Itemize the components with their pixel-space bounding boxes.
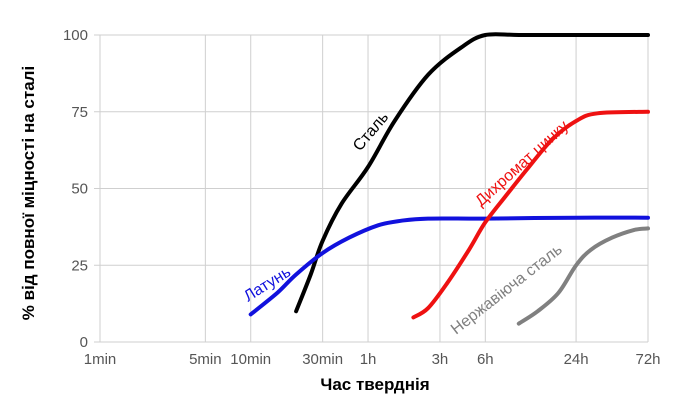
x-tick-label: 30min <box>302 351 343 368</box>
x-tick-label: 6h <box>477 351 494 368</box>
tick-labels: 1min 5min 10min 30min 1h 3h 6h 24h 72h 0 25 50 75 100 <box>63 27 661 368</box>
y-tick-label: 25 <box>71 257 88 274</box>
series-line-2 <box>411 109 650 320</box>
series-line-3 <box>516 226 650 326</box>
x-tick-label: 24h <box>564 351 589 368</box>
x-tick-label: 72h <box>635 351 660 368</box>
grid <box>94 34 649 343</box>
x-tick-label: 5min <box>189 351 222 368</box>
series-lines <box>248 32 650 326</box>
x-axis-title: Час тверднія <box>320 375 429 394</box>
y-tick-label: 75 <box>71 104 88 121</box>
y-tick-label: 50 <box>71 181 88 198</box>
x-tick-label: 10min <box>230 351 271 368</box>
y-axis-title: % від повної міцності на сталі <box>19 66 38 320</box>
series-line-0 <box>294 32 650 314</box>
y-tick-label: 100 <box>63 27 88 44</box>
x-tick-label: 3h <box>432 351 449 368</box>
y-tick-label: 0 <box>80 334 88 351</box>
series-line-1 <box>248 215 650 317</box>
series-label-2: Дихромат цинку <box>472 118 572 210</box>
x-tick-label: 1min <box>84 351 117 368</box>
x-tick-label: 1h <box>360 351 377 368</box>
